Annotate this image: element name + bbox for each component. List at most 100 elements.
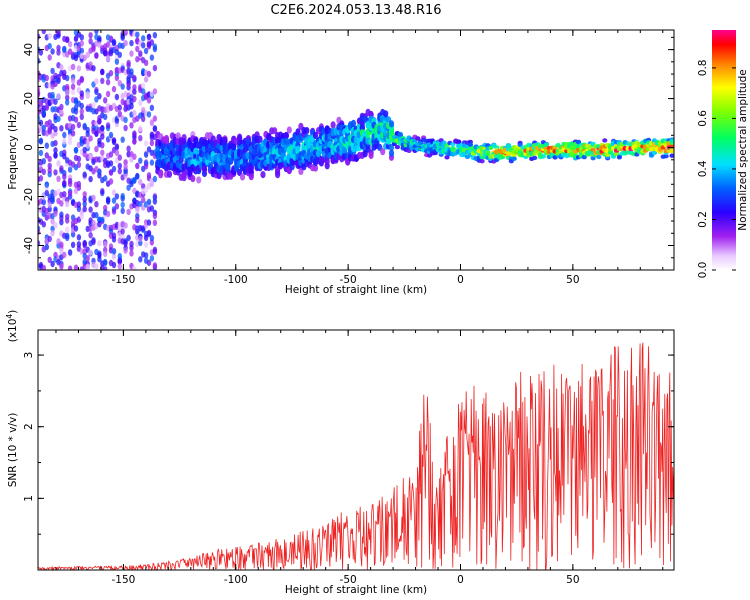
spectrogram-cell: [47, 32, 52, 39]
spectrogram-cell: [82, 191, 87, 198]
spectrogram-cell: [129, 240, 134, 248]
snr-frame: [37, 329, 675, 571]
spectrogram-cell: [123, 172, 128, 179]
spectrogram-cell: [91, 44, 96, 51]
spectrogram-cell: [38, 91, 41, 98]
spectrogram-cell: [149, 139, 155, 147]
spectrogram-cell: [129, 50, 134, 57]
spectrogram-cell: [505, 143, 511, 148]
spectrogram-cell: [62, 191, 67, 198]
spectrogram-cell: [79, 90, 85, 97]
spectrogram-cell: [146, 198, 152, 205]
spectrogram-cell: [73, 116, 79, 123]
spectrogram-cell: [105, 122, 111, 129]
spectrogram-cell: [67, 134, 73, 141]
spectrogram-cell: [152, 115, 158, 122]
spectrogram-cell: [59, 200, 64, 207]
spectrogram-cell: [126, 234, 131, 242]
spectrogram-cell: [248, 164, 254, 172]
spectrogram-cell: [65, 99, 70, 106]
spectrogram-cell: [65, 94, 70, 101]
spectrogram-cell: [105, 90, 111, 98]
spectrogram-cell: [135, 216, 140, 224]
spectrogram-cell: [312, 131, 319, 139]
spectrogram-cell: [62, 179, 67, 187]
spectrogram-cell: [50, 91, 55, 99]
spectrogram-cell: [123, 247, 128, 254]
spectrogram-cell: [190, 175, 196, 183]
spectrogram-cell: [146, 70, 152, 78]
colorbar-ticks: 0.0 0.2 0.4 0.6 0.8: [697, 60, 736, 278]
spectrogram-cell: [50, 229, 55, 237]
spectrogram-cell: [312, 164, 319, 172]
spectrogram-cell: [62, 138, 67, 145]
spectrogram-cell: [146, 33, 152, 40]
spectrogram-cell: [88, 232, 93, 239]
spectrogram-cell: [114, 149, 120, 156]
spectrogram-cell: [117, 104, 123, 111]
spectrogram-cell: [383, 110, 389, 118]
spectrogram-cell: [59, 108, 64, 115]
spectrogram-cell: [82, 205, 87, 213]
spectrogram-cell: [73, 225, 79, 232]
spectrogram-cell: [38, 33, 41, 40]
spectrogram-cell: [91, 102, 96, 109]
spectrogram-cell: [149, 119, 155, 127]
spectrogram-cell: [108, 35, 114, 42]
spectrogram-cell: [56, 44, 61, 52]
spectrogram-cell: [143, 241, 149, 248]
spectrogram-cell: [79, 213, 85, 220]
spectrogram-cell: [44, 104, 49, 111]
spectrogram-x-tick-label: 0: [457, 274, 464, 286]
spectrogram-cell: [222, 136, 228, 144]
spectrogram-cell: [152, 45, 158, 53]
spectrogram-cell: [272, 127, 278, 135]
spectrogram-cell: [111, 189, 117, 196]
spectrogram-cell: [53, 152, 58, 159]
spectrogram-cell: [111, 261, 117, 269]
spectrogram-cell: [65, 232, 70, 239]
spectrogram-cell: [132, 84, 137, 91]
spectrogram-cell: [114, 58, 120, 65]
snr-y-multiplier-exp: 4: [5, 314, 14, 319]
spectrogram-cell: [135, 173, 140, 180]
spectrogram-cell: [117, 154, 123, 161]
spectrogram-cell: [596, 154, 602, 160]
spectrogram-cell: [67, 190, 73, 197]
spectrogram-cell: [47, 206, 52, 213]
spectrogram-cell: [152, 64, 158, 72]
colorbar-tick-label: 0.4: [697, 160, 709, 177]
spectrogram-cell: [669, 139, 674, 144]
spectrogram-cell: [123, 116, 128, 124]
spectrogram-cell: [152, 32, 158, 39]
spectrogram-cell: [138, 256, 143, 263]
spectrogram-cell: [141, 115, 146, 123]
spectrogram-cell: [135, 162, 140, 170]
spectrogram-cell: [82, 242, 87, 249]
spectrogram-cell: [149, 159, 155, 166]
spectrogram-cell: [88, 206, 93, 213]
spectrogram-cell: [143, 140, 149, 147]
spectrogram-cell: [132, 109, 137, 117]
spectrogram-cell: [82, 196, 87, 203]
spectrogram-cell: [126, 184, 131, 191]
spectrogram-cell: [111, 197, 117, 204]
spectrogram-cell: [149, 234, 155, 242]
spectrogram-cell: [94, 88, 99, 96]
spectrogram-cell: [65, 83, 70, 91]
spectrogram-cell: [126, 208, 131, 216]
spectrogram-cell: [129, 103, 134, 110]
spectrogram-cell: [56, 30, 61, 35]
spectrogram-cell: [103, 97, 108, 104]
spectrogram-cell: [138, 235, 143, 243]
spectrogram-cell: [138, 135, 143, 142]
spectrogram-cell: [132, 95, 137, 103]
spectrogram-cell: [467, 142, 473, 147]
spectrogram-cell: [59, 211, 64, 218]
spectrogram-cell: [581, 155, 587, 160]
spectrogram-cell: [146, 97, 152, 104]
snr-y-multiplier: (x104): [5, 310, 19, 343]
spectrogram-cell: [257, 135, 263, 143]
spectrogram-cell: [295, 128, 301, 136]
